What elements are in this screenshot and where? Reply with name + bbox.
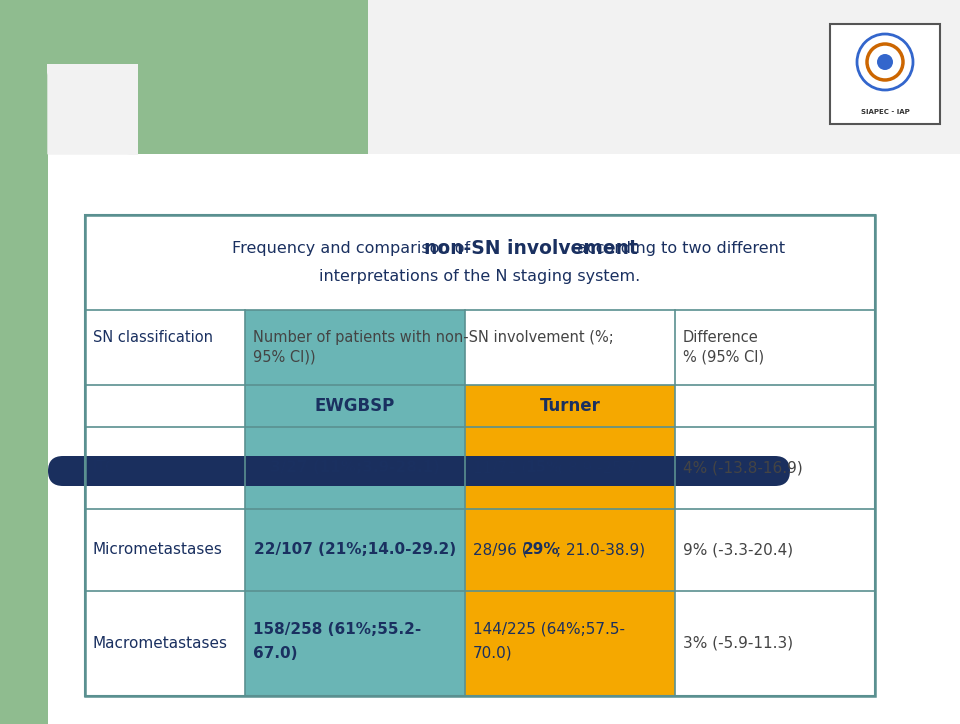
Text: ITC: ITC (93, 460, 116, 476)
Text: 9% (-3.3-20.4): 9% (-3.3-20.4) (683, 542, 793, 557)
Circle shape (877, 54, 893, 70)
Bar (245, 310, 465, 385)
Text: Turner: Turner (540, 397, 600, 415)
Bar (48, 64, 138, 154)
Text: non-SN involvement: non-SN involvement (424, 239, 637, 258)
Text: 22/107 (21%;14.0-29.2): 22/107 (21%;14.0-29.2) (254, 542, 456, 557)
Text: interpretations of the N staging system.: interpretations of the N staging system. (320, 269, 640, 284)
Text: SIAPEC - IAP: SIAPEC - IAP (860, 109, 909, 115)
Text: 67.0): 67.0) (253, 646, 298, 661)
Text: 28/96 (: 28/96 ( (473, 542, 528, 557)
Text: Number of patients with non-SN involvement (%;: Number of patients with non-SN involveme… (253, 330, 613, 345)
FancyBboxPatch shape (830, 24, 940, 124)
Text: EWGBSP: EWGBSP (315, 397, 396, 415)
Bar (245, 385, 465, 427)
Bar (245, 427, 465, 509)
Bar (465, 591, 675, 696)
Text: Micrometastases: Micrometastases (93, 542, 223, 557)
Text: 29%: 29% (523, 542, 560, 557)
Polygon shape (48, 64, 138, 154)
Text: 15%: 15% (525, 460, 562, 476)
Text: 3% (-5.9-11.3): 3% (-5.9-11.3) (683, 636, 793, 651)
Bar (465, 509, 675, 591)
Bar (0, 0, 48, 724)
Text: ; 21.0-38.9): ; 21.0-38.9) (556, 542, 645, 557)
Text: SN classification: SN classification (93, 330, 213, 345)
Bar (48, 154, 960, 724)
Bar (245, 591, 465, 696)
Bar (48, 0, 368, 154)
Text: Macrometastases: Macrometastases (93, 636, 228, 651)
Text: according to two different: according to two different (572, 241, 785, 256)
Text: 3/27 (11%;3.9-28.1): 3/27 (11%;3.9-28.1) (270, 460, 440, 476)
Text: 70.0): 70.0) (473, 646, 513, 661)
Text: 11/71 (: 11/71 ( (473, 460, 527, 476)
Text: 95% CI)): 95% CI)) (253, 350, 316, 365)
FancyBboxPatch shape (48, 456, 790, 486)
Text: Difference: Difference (683, 330, 758, 345)
Text: ; 8.9 -25.7): ; 8.9 -25.7) (558, 460, 642, 476)
Bar (465, 385, 675, 427)
Text: 144/225 (64%;57.5-: 144/225 (64%;57.5- (473, 622, 625, 637)
Text: Frequency and comparison of: Frequency and comparison of (232, 241, 475, 256)
Text: 4% (-13.8-16.9): 4% (-13.8-16.9) (683, 460, 803, 476)
Bar (245, 509, 465, 591)
Bar (465, 427, 675, 509)
Text: 158/258 (61%;55.2-: 158/258 (61%;55.2- (253, 622, 421, 637)
Text: % (95% CI): % (95% CI) (683, 350, 764, 365)
